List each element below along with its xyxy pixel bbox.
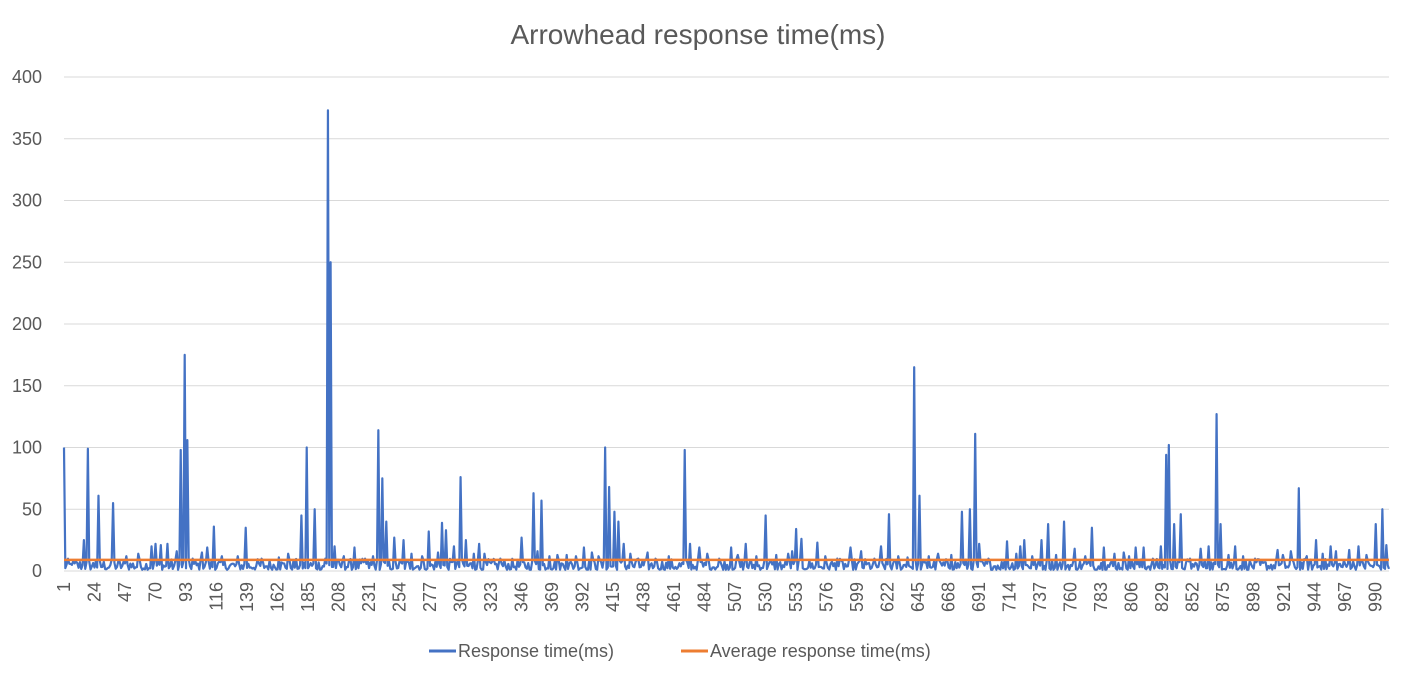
x-tick-label: 576	[817, 582, 837, 612]
x-tick-label: 1	[54, 582, 74, 592]
x-tick-label: 599	[847, 582, 867, 612]
x-tick-label: 645	[908, 582, 928, 612]
x-tick-label: 921	[1274, 582, 1294, 612]
x-tick-label: 783	[1091, 582, 1111, 612]
x-tick-label: 691	[969, 582, 989, 612]
legend-label: Response time(ms)	[458, 641, 614, 661]
x-tick-label: 369	[542, 582, 562, 612]
series-line-response-time	[62, 109, 1391, 571]
x-tick-label: 208	[329, 582, 349, 612]
x-tick-label: 254	[390, 582, 410, 612]
x-tick-label: 24	[85, 582, 105, 602]
x-tick-label: 990	[1366, 582, 1386, 612]
x-tick-label: 622	[878, 582, 898, 612]
x-tick-label: 162	[268, 582, 288, 612]
x-tick-label: 392	[573, 582, 593, 612]
x-tick-label: 415	[603, 582, 623, 612]
x-tick-label: 93	[176, 582, 196, 602]
x-tick-label: 852	[1183, 582, 1203, 612]
x-axis-ticks: 1 24 47 70 93 116 139 162 185 208 231 254 277 300 323 3…	[54, 582, 1386, 612]
x-tick-label: 760	[1061, 582, 1081, 612]
x-tick-label: 139	[237, 582, 257, 612]
x-tick-label: 553	[786, 582, 806, 612]
x-tick-label: 530	[756, 582, 776, 612]
x-tick-label: 277	[420, 582, 440, 612]
y-tick-label: 250	[12, 252, 42, 272]
x-tick-label: 47	[115, 582, 135, 602]
x-tick-label: 875	[1213, 582, 1233, 612]
y-tick-label: 400	[12, 67, 42, 87]
y-tick-label: 100	[12, 438, 42, 458]
x-tick-label: 185	[298, 582, 318, 612]
x-tick-label: 737	[1030, 582, 1050, 612]
chart-title: Arrowhead response time(ms)	[510, 19, 885, 50]
x-tick-label: 461	[664, 582, 684, 612]
x-tick-label: 438	[634, 582, 654, 612]
x-tick-label: 346	[512, 582, 532, 612]
legend: Response time(ms) Average response time(m…	[429, 641, 931, 661]
y-tick-label: 50	[22, 499, 42, 519]
y-tick-label: 200	[12, 314, 42, 334]
y-tick-label: 300	[12, 191, 42, 211]
x-tick-label: 231	[359, 582, 379, 612]
y-tick-label: 350	[12, 129, 42, 149]
y-tick-label: 150	[12, 376, 42, 396]
x-tick-label: 484	[695, 582, 715, 612]
y-axis-ticks: 0 50 100 150 200 250 300 350 400	[12, 67, 42, 581]
gridlines	[64, 76, 1389, 572]
x-tick-label: 323	[481, 582, 501, 612]
x-tick-label: 944	[1305, 582, 1325, 612]
x-tick-label: 507	[725, 582, 745, 612]
x-tick-label: 668	[939, 582, 959, 612]
plot-area	[62, 109, 1391, 571]
x-tick-label: 806	[1122, 582, 1142, 612]
x-tick-label: 714	[1000, 582, 1020, 612]
x-tick-label: 898	[1244, 582, 1264, 612]
x-tick-label: 70	[146, 582, 166, 602]
x-tick-label: 300	[451, 582, 471, 612]
x-tick-label: 967	[1335, 582, 1355, 612]
y-tick-label: 0	[32, 561, 42, 581]
x-tick-label: 116	[207, 582, 227, 611]
legend-label: Average response time(ms)	[710, 641, 931, 661]
x-tick-label: 829	[1152, 582, 1172, 612]
